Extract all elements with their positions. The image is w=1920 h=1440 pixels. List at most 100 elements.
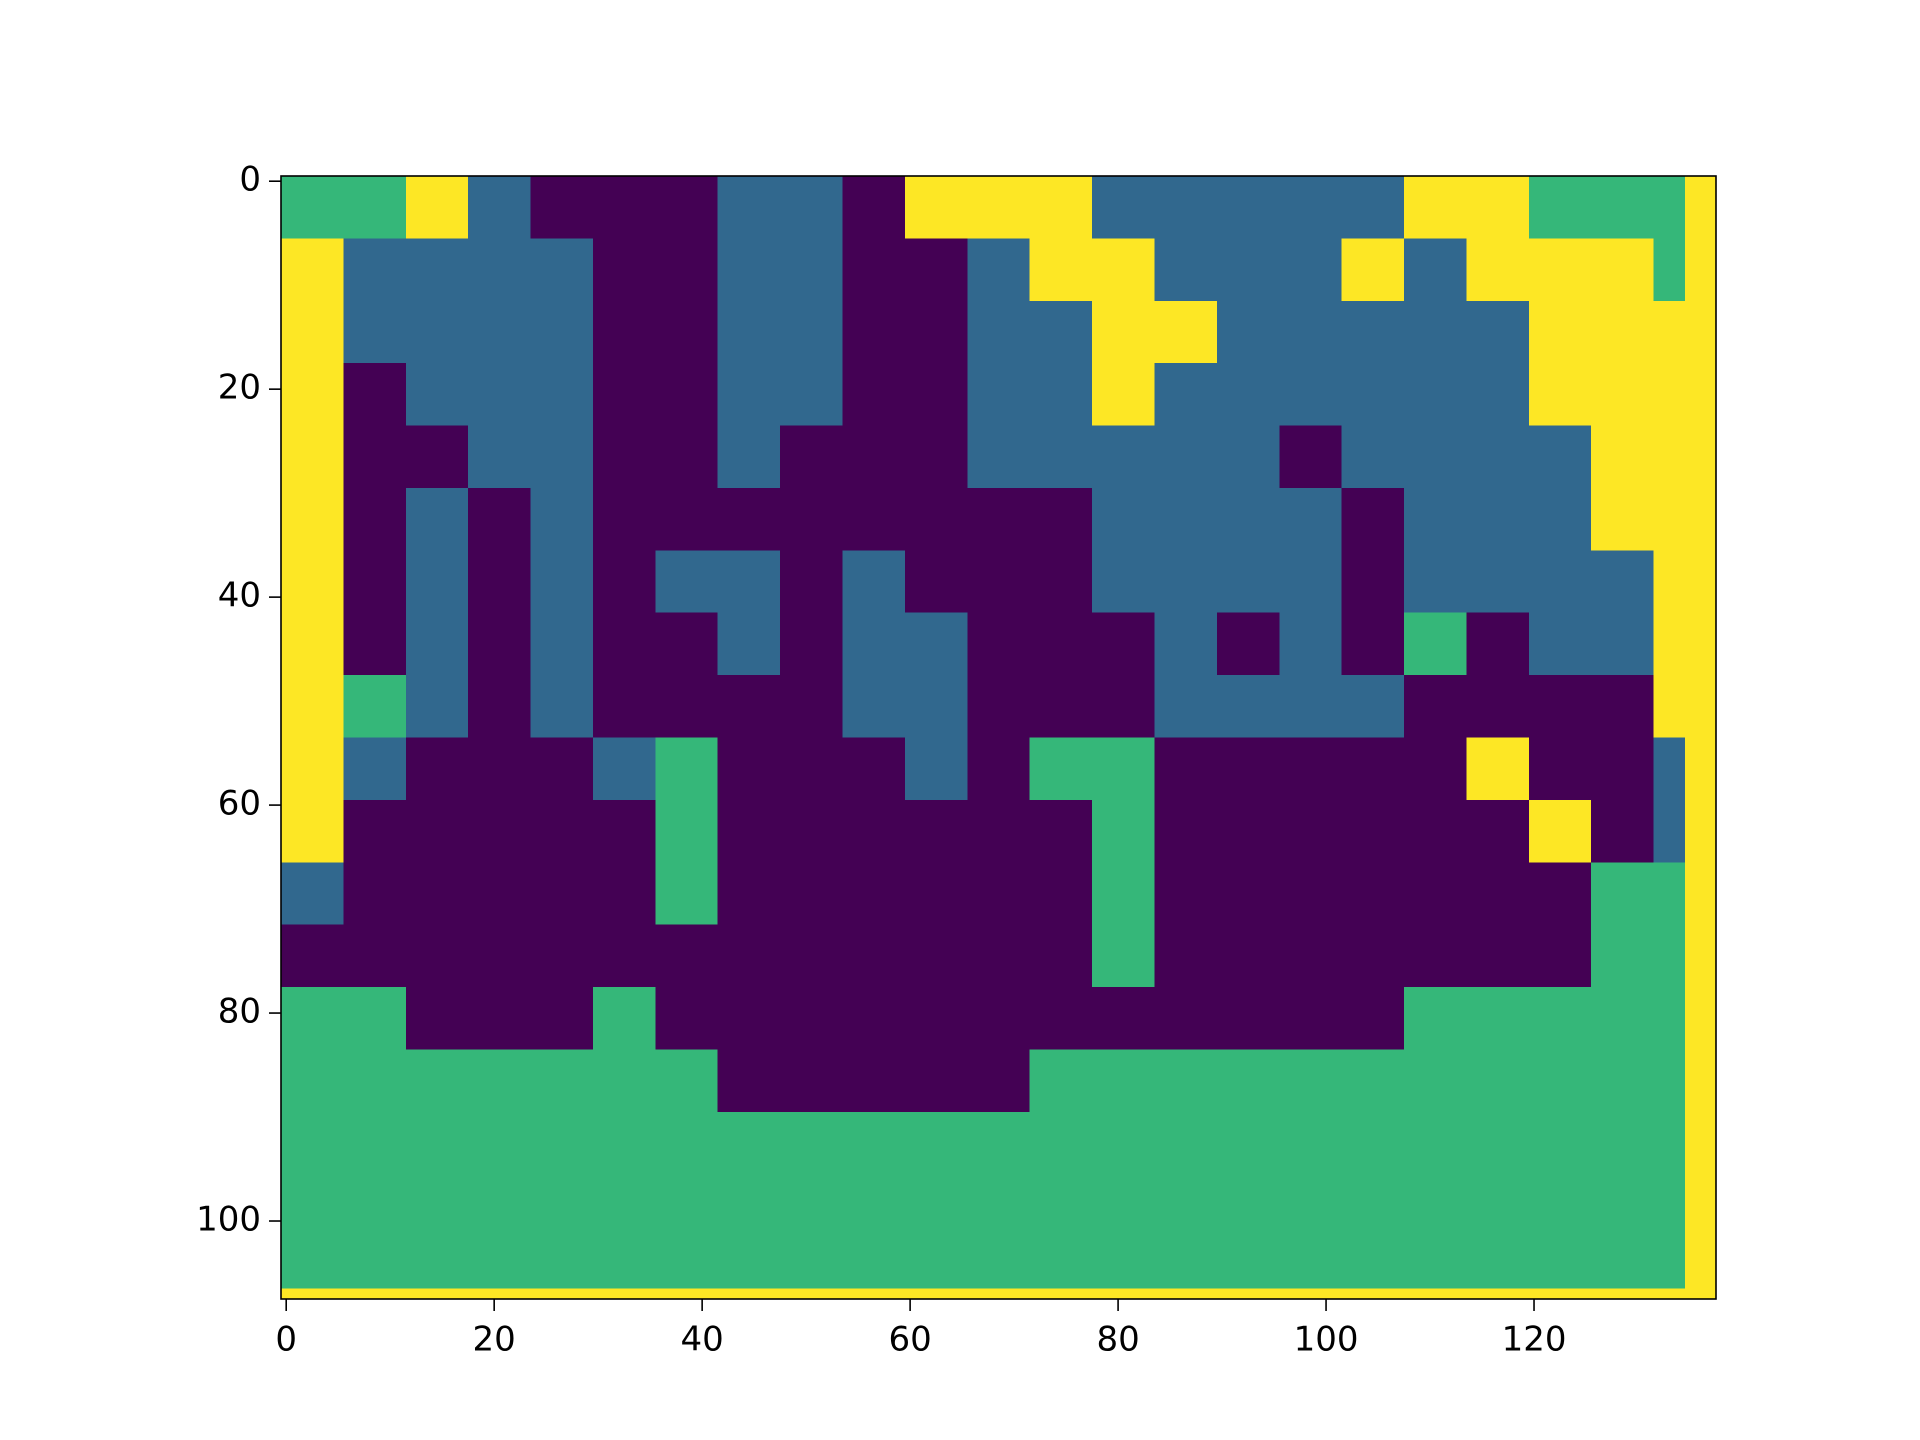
heatmap-cell [780, 1288, 844, 1300]
heatmap-cell [1092, 612, 1156, 676]
heatmap-cell [904, 675, 968, 739]
heatmap-cell [530, 1288, 594, 1300]
x-tick-label: 20 [473, 1320, 516, 1360]
heatmap-cell [1216, 550, 1280, 614]
heatmap-cell [1591, 612, 1655, 676]
heatmap-cell [1341, 737, 1405, 801]
heatmap-cell [655, 737, 719, 801]
heatmap-cell [1466, 799, 1530, 863]
heatmap-cell [1653, 862, 1686, 926]
heatmap-cell [904, 924, 968, 988]
heatmap-cell [592, 1236, 656, 1290]
heatmap-cell [1279, 1288, 1343, 1300]
heatmap-cell [1404, 675, 1468, 739]
heatmap-cell [1591, 238, 1655, 302]
heatmap-cell [405, 1236, 469, 1290]
heatmap-cell [281, 1288, 344, 1300]
heatmap-cell [1684, 1174, 1717, 1238]
heatmap-cell [1216, 924, 1280, 988]
heatmap-cell [1029, 1049, 1093, 1113]
heatmap-cell [1029, 238, 1093, 302]
heatmap-cell [1404, 1288, 1468, 1300]
heatmap-cell [904, 737, 968, 801]
heatmap-cell [1341, 1288, 1405, 1300]
heatmap-cell [655, 1111, 719, 1175]
heatmap-cell [717, 425, 781, 489]
heatmap-cell [904, 176, 968, 239]
heatmap-cell [405, 1111, 469, 1175]
heatmap-cell [1341, 799, 1405, 863]
heatmap-cell [1341, 425, 1405, 489]
heatmap-cell [717, 238, 781, 302]
heatmap-cell [1591, 987, 1655, 1051]
heatmap-cell [1653, 176, 1686, 239]
heatmap-cell [468, 300, 532, 364]
heatmap-cell [717, 1111, 781, 1175]
heatmap-cell [904, 487, 968, 551]
heatmap-cell [1092, 924, 1156, 988]
heatmap-cell [842, 1174, 906, 1238]
heatmap-cell [1684, 550, 1717, 614]
heatmap-cell [468, 425, 532, 489]
heatmap-cell [592, 1049, 656, 1113]
heatmap-cell [1528, 862, 1592, 926]
heatmap-cell [281, 924, 344, 988]
heatmap-cell [1154, 425, 1218, 489]
heatmap-cell [1341, 363, 1405, 427]
heatmap-cell [1029, 425, 1093, 489]
heatmap-cell [592, 862, 656, 926]
heatmap-cell [780, 987, 844, 1051]
heatmap-cell [904, 363, 968, 427]
heatmap-cell [1029, 487, 1093, 551]
heatmap-cell [842, 550, 906, 614]
heatmap-cell [1528, 1236, 1592, 1290]
heatmap-cell [530, 1236, 594, 1290]
heatmap-cell [1591, 1111, 1655, 1175]
heatmap-cell [1684, 363, 1717, 427]
heatmap-cell [1092, 675, 1156, 739]
heatmap-cell [468, 363, 532, 427]
heatmap-cell [655, 300, 719, 364]
heatmap-cell [1528, 238, 1592, 302]
heatmap-cell [468, 550, 532, 614]
heatmap-cell [1404, 737, 1468, 801]
heatmap-cell [530, 799, 594, 863]
heatmap-cell [1279, 238, 1343, 302]
heatmap-cell [1092, 238, 1156, 302]
heatmap-cell [1279, 550, 1343, 614]
heatmap-cell [717, 924, 781, 988]
heatmap-cell [1653, 363, 1686, 427]
heatmap-cell [655, 1049, 719, 1113]
heatmap-cell [1279, 300, 1343, 364]
heatmap-cell [967, 363, 1031, 427]
heatmap-cell [1591, 737, 1655, 801]
heatmap-cell [1466, 487, 1530, 551]
heatmap-cell [281, 238, 344, 302]
x-tick-label: 80 [1096, 1320, 1139, 1360]
heatmap-cell [717, 1049, 781, 1113]
heatmap-cell [717, 300, 781, 364]
heatmap-cell [1404, 487, 1468, 551]
y-tick-label: 0 [239, 160, 261, 200]
heatmap-cell [780, 1174, 844, 1238]
y-tick-label: 80 [218, 992, 261, 1032]
heatmap-cell [405, 176, 469, 239]
heatmap-cell [281, 987, 344, 1051]
heatmap-cell [405, 612, 469, 676]
heatmap-cell [1466, 737, 1530, 801]
heatmap-cell [1591, 176, 1655, 239]
heatmap-cell [1341, 1049, 1405, 1113]
heatmap-cell [1684, 176, 1717, 239]
heatmap-cell [1279, 924, 1343, 988]
heatmap-cell [592, 425, 656, 489]
heatmap-cell [780, 1236, 844, 1290]
heatmap-cell [655, 238, 719, 302]
heatmap-cell [530, 1111, 594, 1175]
heatmap-cell [1092, 176, 1156, 239]
heatmap-cell [1528, 612, 1592, 676]
heatmap-cell [1653, 924, 1686, 988]
heatmap-cell [343, 1288, 407, 1300]
heatmap-cell [904, 1288, 968, 1300]
heatmap-cell [967, 425, 1031, 489]
